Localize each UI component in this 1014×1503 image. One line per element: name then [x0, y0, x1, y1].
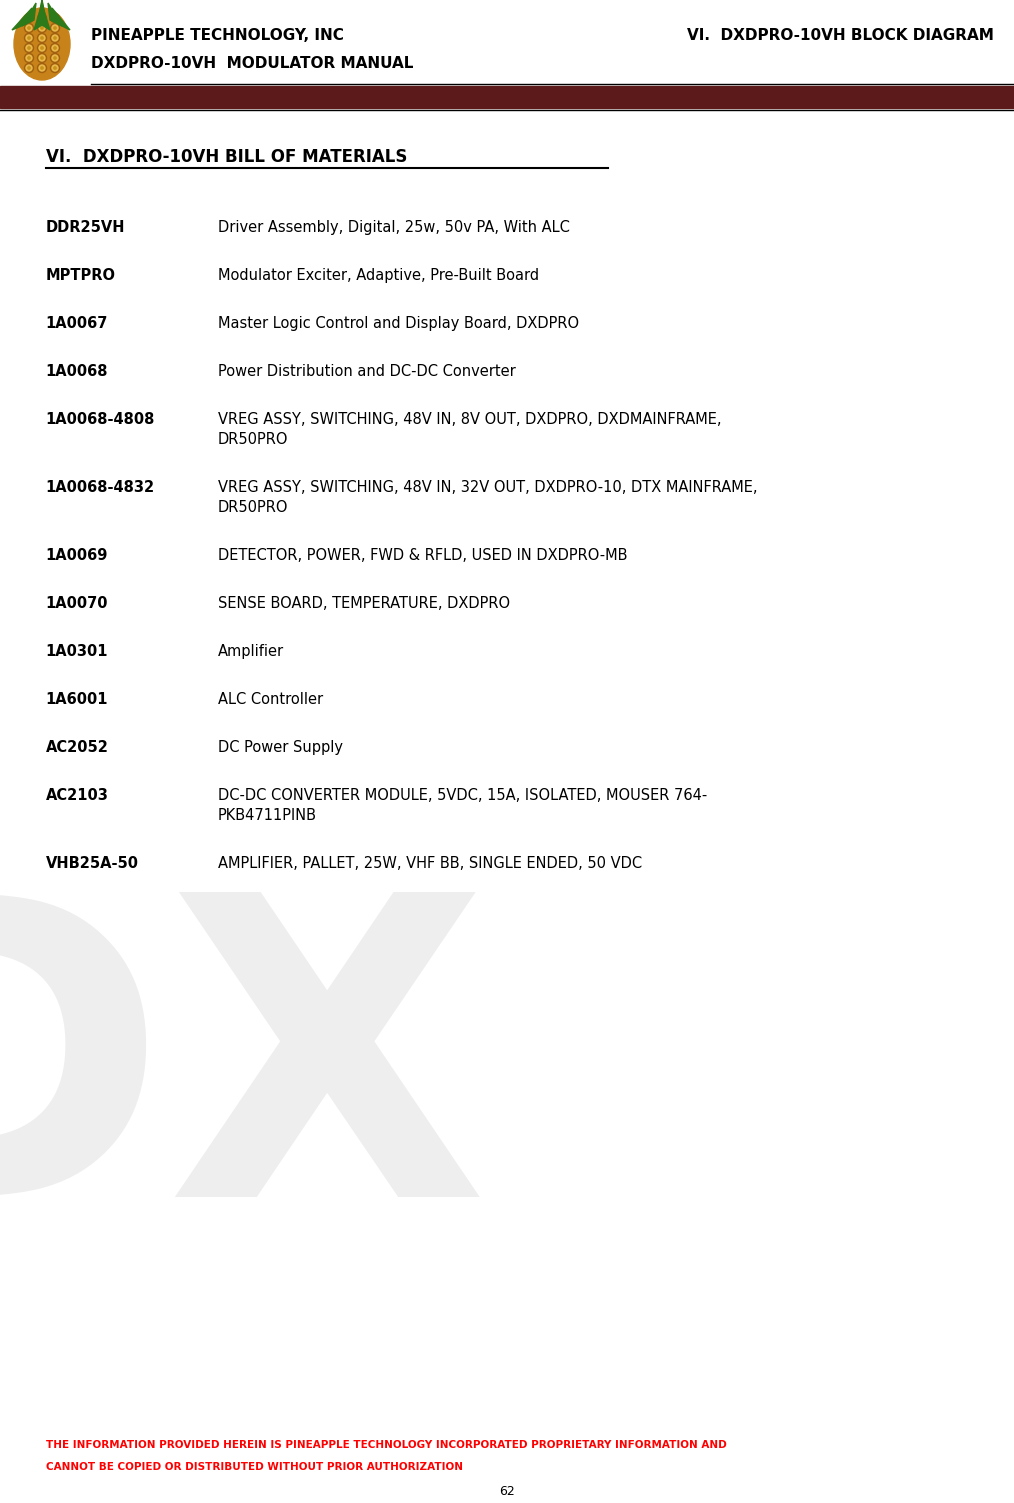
Circle shape	[27, 36, 30, 39]
Circle shape	[54, 17, 56, 20]
Circle shape	[54, 57, 56, 59]
Circle shape	[24, 33, 33, 42]
Circle shape	[26, 65, 32, 71]
Circle shape	[41, 66, 44, 69]
Circle shape	[41, 57, 44, 59]
Polygon shape	[40, 0, 46, 20]
Circle shape	[27, 66, 30, 69]
Text: 1A6001: 1A6001	[46, 691, 108, 706]
Circle shape	[54, 36, 56, 39]
Text: 1A0301: 1A0301	[46, 643, 108, 658]
Circle shape	[51, 14, 60, 23]
Text: AC2052: AC2052	[46, 739, 108, 755]
Circle shape	[38, 44, 47, 53]
Text: 1A0070: 1A0070	[46, 597, 108, 612]
Text: THE INFORMATION PROVIDED HEREIN IS PINEAPPLE TECHNOLOGY INCORPORATED PROPRIETARY: THE INFORMATION PROVIDED HEREIN IS PINEA…	[46, 1440, 726, 1450]
Circle shape	[39, 26, 45, 32]
Circle shape	[41, 27, 44, 29]
Circle shape	[26, 15, 32, 21]
Text: Amplifier: Amplifier	[218, 643, 284, 658]
Circle shape	[27, 17, 30, 20]
Text: Driver Assembly, Digital, 25w, 50v PA, With ALC: Driver Assembly, Digital, 25w, 50v PA, W…	[218, 219, 570, 234]
Text: SENSE BOARD, TEMPERATURE, DXDPRO: SENSE BOARD, TEMPERATURE, DXDPRO	[218, 597, 510, 612]
Text: DDR25VH: DDR25VH	[46, 219, 125, 234]
Circle shape	[52, 15, 58, 21]
Circle shape	[24, 24, 33, 33]
Circle shape	[26, 26, 32, 32]
Circle shape	[39, 35, 45, 41]
Text: DX: DX	[0, 881, 490, 1284]
Circle shape	[51, 33, 60, 42]
Text: Master Logic Control and Display Board, DXDPRO: Master Logic Control and Display Board, …	[218, 316, 579, 331]
Text: 1A0067: 1A0067	[46, 316, 108, 331]
Circle shape	[52, 45, 58, 51]
Circle shape	[51, 24, 60, 33]
Circle shape	[39, 65, 45, 71]
Circle shape	[38, 63, 47, 72]
Circle shape	[54, 27, 56, 29]
Circle shape	[39, 15, 45, 21]
Circle shape	[26, 35, 32, 41]
Circle shape	[38, 14, 47, 23]
Text: ALC Controller: ALC Controller	[218, 691, 323, 706]
Circle shape	[27, 27, 30, 29]
Circle shape	[24, 63, 33, 72]
Circle shape	[24, 14, 33, 23]
Circle shape	[38, 33, 47, 42]
Circle shape	[51, 44, 60, 53]
Text: DC-DC CONVERTER MODULE, 5VDC, 15A, ISOLATED, MOUSER 764-
PKB4711PINB: DC-DC CONVERTER MODULE, 5VDC, 15A, ISOLA…	[218, 788, 707, 822]
Circle shape	[38, 24, 47, 33]
Text: 1A0068-4808: 1A0068-4808	[46, 412, 155, 427]
Polygon shape	[22, 3, 37, 26]
Text: DC Power Supply: DC Power Supply	[218, 739, 343, 755]
Text: Power Distribution and DC-DC Converter: Power Distribution and DC-DC Converter	[218, 364, 516, 379]
Text: 1A0068-4832: 1A0068-4832	[46, 479, 155, 494]
Text: VREG ASSY, SWITCHING, 48V IN, 8V OUT, DXDPRO, DXDMAINFRAME,
DR50PRO: VREG ASSY, SWITCHING, 48V IN, 8V OUT, DX…	[218, 412, 722, 446]
Text: Modulator Exciter, Adaptive, Pre-Built Board: Modulator Exciter, Adaptive, Pre-Built B…	[218, 268, 539, 283]
Polygon shape	[52, 8, 70, 30]
Polygon shape	[42, 5, 50, 30]
Text: AC2103: AC2103	[46, 788, 108, 803]
Text: CANNOT BE COPIED OR DISTRIBUTED WITHOUT PRIOR AUTHORIZATION: CANNOT BE COPIED OR DISTRIBUTED WITHOUT …	[46, 1462, 462, 1471]
Circle shape	[39, 45, 45, 51]
Circle shape	[54, 66, 56, 69]
Text: VI.  DXDPRO-10VH BILL OF MATERIALS: VI. DXDPRO-10VH BILL OF MATERIALS	[46, 147, 407, 165]
Circle shape	[26, 56, 32, 62]
Polygon shape	[12, 8, 32, 30]
Text: MPTPRO: MPTPRO	[46, 268, 116, 283]
Circle shape	[27, 57, 30, 59]
Text: 62: 62	[499, 1485, 515, 1498]
Text: 1A0069: 1A0069	[46, 549, 108, 564]
Circle shape	[41, 17, 44, 20]
Text: VHB25A-50: VHB25A-50	[46, 857, 139, 872]
Circle shape	[51, 63, 60, 72]
Circle shape	[52, 26, 58, 32]
Circle shape	[24, 44, 33, 53]
Circle shape	[39, 56, 45, 62]
Circle shape	[51, 54, 60, 63]
Text: DETECTOR, POWER, FWD & RFLD, USED IN DXDPRO-MB: DETECTOR, POWER, FWD & RFLD, USED IN DXD…	[218, 549, 628, 564]
Circle shape	[26, 45, 32, 51]
Circle shape	[41, 47, 44, 50]
Circle shape	[27, 47, 30, 50]
Circle shape	[52, 35, 58, 41]
Polygon shape	[34, 5, 42, 30]
Circle shape	[24, 54, 33, 63]
Polygon shape	[38, 0, 44, 20]
Text: 1A0068: 1A0068	[46, 364, 108, 379]
Circle shape	[52, 56, 58, 62]
Ellipse shape	[14, 8, 70, 80]
Circle shape	[41, 36, 44, 39]
Text: AMPLIFIER, PALLET, 25W, VHF BB, SINGLE ENDED, 50 VDC: AMPLIFIER, PALLET, 25W, VHF BB, SINGLE E…	[218, 857, 642, 872]
Text: PINEAPPLE TECHNOLOGY, INC: PINEAPPLE TECHNOLOGY, INC	[91, 29, 344, 44]
Text: DXDPRO-10VH  MODULATOR MANUAL: DXDPRO-10VH MODULATOR MANUAL	[91, 56, 414, 71]
Text: VREG ASSY, SWITCHING, 48V IN, 32V OUT, DXDPRO-10, DTX MAINFRAME,
DR50PRO: VREG ASSY, SWITCHING, 48V IN, 32V OUT, D…	[218, 479, 757, 516]
Circle shape	[38, 54, 47, 63]
Circle shape	[54, 47, 56, 50]
Polygon shape	[48, 3, 62, 26]
Circle shape	[52, 65, 58, 71]
Text: VI.  DXDPRO-10VH BLOCK DIAGRAM: VI. DXDPRO-10VH BLOCK DIAGRAM	[686, 29, 994, 44]
